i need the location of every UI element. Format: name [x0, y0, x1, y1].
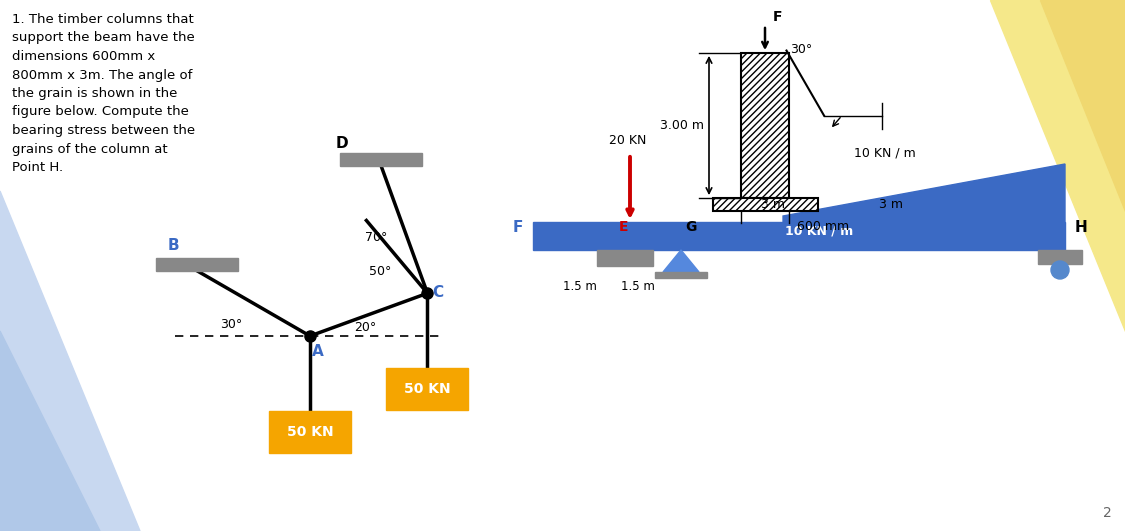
Text: F: F: [513, 220, 523, 235]
Text: 2: 2: [1104, 506, 1112, 520]
Text: 30°: 30°: [220, 318, 242, 331]
Text: 1.5 m: 1.5 m: [562, 280, 597, 293]
Text: 600 mm: 600 mm: [796, 220, 849, 234]
Polygon shape: [0, 191, 140, 531]
Text: C: C: [432, 285, 443, 300]
Bar: [340, 153, 422, 166]
Text: 3 m: 3 m: [760, 198, 785, 211]
Polygon shape: [663, 250, 699, 272]
Polygon shape: [783, 164, 1065, 222]
Text: B: B: [168, 238, 179, 253]
Text: E: E: [619, 220, 629, 234]
Polygon shape: [1040, 0, 1125, 211]
Text: 3 m: 3 m: [879, 198, 903, 211]
Text: G: G: [685, 220, 696, 234]
Text: 70°: 70°: [366, 231, 388, 244]
Text: A: A: [312, 344, 324, 359]
Text: 20 KN: 20 KN: [610, 134, 647, 147]
Text: 20°: 20°: [354, 321, 376, 334]
Text: 50 KN: 50 KN: [287, 425, 333, 439]
Bar: [655, 272, 706, 278]
Text: 50 KN: 50 KN: [404, 382, 451, 396]
Text: 10 KN / m: 10 KN / m: [785, 224, 853, 237]
Text: 30°: 30°: [791, 42, 812, 56]
Bar: [597, 250, 652, 266]
Text: D: D: [335, 136, 348, 151]
Bar: [1038, 250, 1082, 264]
Bar: [269, 411, 351, 453]
Bar: [387, 368, 468, 410]
Bar: [741, 53, 789, 198]
Circle shape: [1051, 261, 1069, 279]
Text: 10 KN / m: 10 KN / m: [854, 147, 916, 160]
Bar: [533, 222, 1065, 250]
Text: F: F: [773, 10, 783, 24]
Text: 1. The timber columns that
support the beam have the
dimensions 600mm x
800mm x : 1. The timber columns that support the b…: [12, 13, 195, 174]
Text: 50°: 50°: [369, 266, 391, 278]
Polygon shape: [0, 331, 100, 531]
Text: 1.5 m: 1.5 m: [621, 280, 655, 293]
Bar: [156, 258, 238, 271]
Text: 3.00 m: 3.00 m: [660, 119, 704, 132]
Polygon shape: [990, 0, 1125, 331]
Text: H: H: [1076, 220, 1088, 235]
Bar: [712, 198, 818, 211]
